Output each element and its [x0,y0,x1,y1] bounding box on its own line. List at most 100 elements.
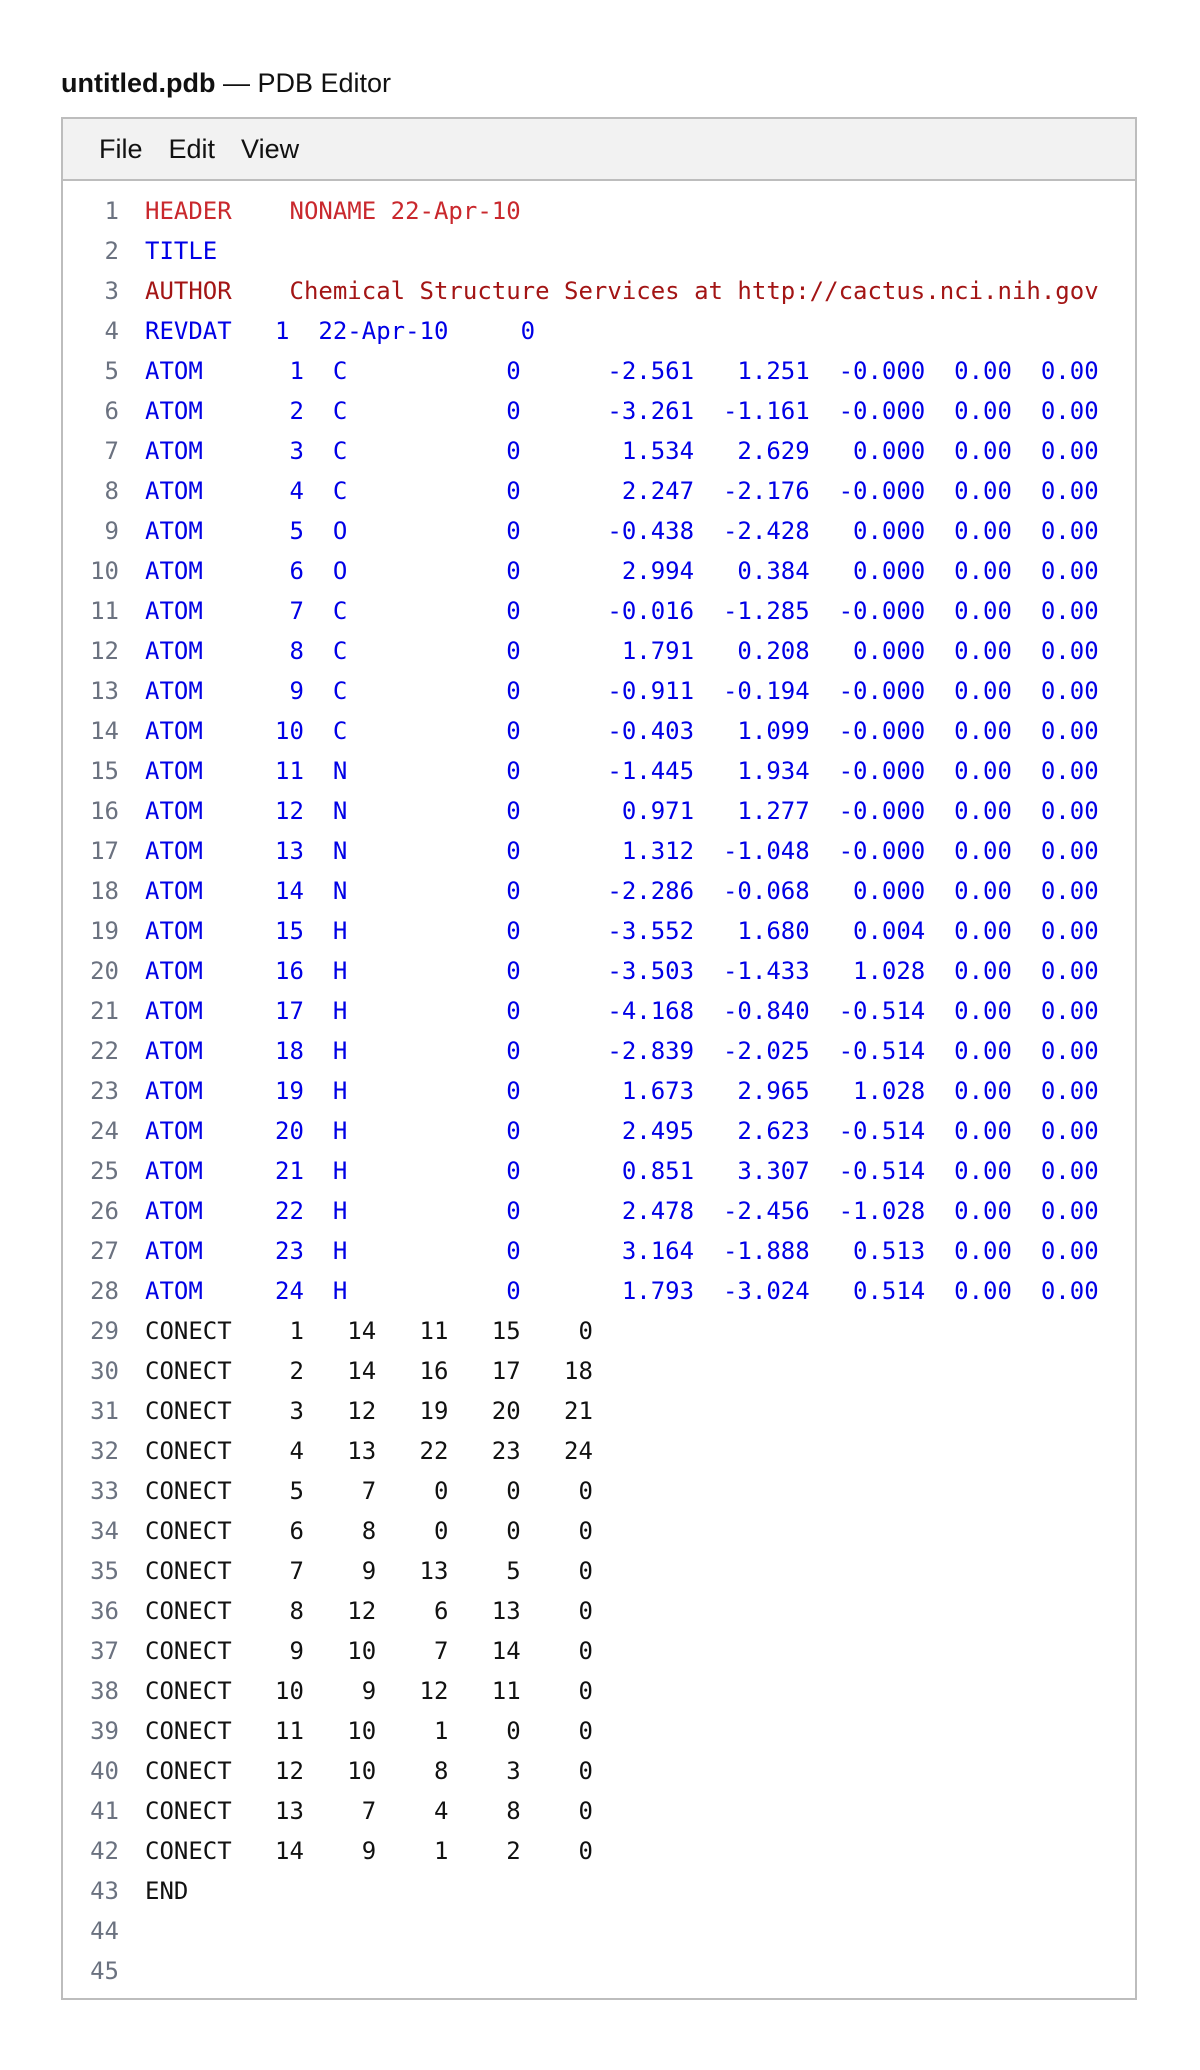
line-text[interactable]: ATOM 7 C 0 -0.016 -1.285 -0.000 0.00 0.0… [145,597,1099,625]
editor-line[interactable]: 28 ATOM 24 H 0 1.793 -3.024 0.514 0.00 0.… [63,1271,1135,1311]
line-text[interactable]: CONECT 13 7 4 8 0 [145,1797,593,1825]
line-number: 42 [90,1837,119,1865]
menu-view[interactable]: View [241,133,300,164]
line-text[interactable]: REVDAT 1 22-Apr-10 0 [145,317,536,345]
line-text[interactable]: ATOM 16 H 0 -3.503 -1.433 1.028 0.00 0.0… [145,957,1099,985]
line-text[interactable]: ATOM 6 O 0 2.994 0.384 0.000 0.00 0.00 [145,557,1099,585]
editor-line[interactable]: 15 ATOM 11 N 0 -1.445 1.934 -0.000 0.00 0… [63,751,1135,791]
editor-line[interactable]: 30 CONECT 2 14 16 17 18 [63,1351,1135,1391]
editor-line[interactable]: 36 CONECT 8 12 6 13 0 [63,1591,1135,1631]
line-text[interactable]: CONECT 12 10 8 3 0 [145,1757,593,1785]
line-number: 22 [90,1037,119,1065]
editor-line[interactable]: 32 CONECT 4 13 22 23 24 [63,1431,1135,1471]
line-text[interactable]: ATOM 11 N 0 -1.445 1.934 -0.000 0.00 0.0… [145,757,1099,785]
editor-line[interactable]: 19 ATOM 15 H 0 -3.552 1.680 0.004 0.00 0.… [63,911,1135,951]
line-text[interactable]: CONECT 5 7 0 0 0 [145,1477,593,1505]
line-text[interactable]: ATOM 22 H 0 2.478 -2.456 -1.028 0.00 0.0… [145,1197,1099,1225]
editor-line[interactable]: 23 ATOM 19 H 0 1.673 2.965 1.028 0.00 0.0… [63,1071,1135,1111]
menu-bar: File Edit View [63,119,1135,181]
line-text[interactable]: ATOM 15 H 0 -3.552 1.680 0.004 0.00 0.00 [145,917,1099,945]
line-text[interactable]: ATOM 8 C 0 1.791 0.208 0.000 0.00 0.00 [145,637,1099,665]
line-text[interactable]: TITLE [145,237,218,265]
editor-line[interactable]: 25 ATOM 21 H 0 0.851 3.307 -0.514 0.00 0.… [63,1151,1135,1191]
editor-line[interactable]: 34 CONECT 6 8 0 0 0 [63,1511,1135,1551]
line-text[interactable]: ATOM 1 C 0 -2.561 1.251 -0.000 0.00 0.00 [145,357,1099,385]
editor-line[interactable]: 37 CONECT 9 10 7 14 0 [63,1631,1135,1671]
editor-line[interactable]: 5 ATOM 1 C 0 -2.561 1.251 -0.000 0.00 0.0… [63,351,1135,391]
editor-line[interactable]: 26 ATOM 22 H 0 2.478 -2.456 -1.028 0.00 0… [63,1191,1135,1231]
line-text[interactable]: CONECT 4 13 22 23 24 [145,1437,593,1465]
editor-line[interactable]: 12 ATOM 8 C 0 1.791 0.208 0.000 0.00 0.00 [63,631,1135,671]
editor-line[interactable]: 6 ATOM 2 C 0 -3.261 -1.161 -0.000 0.00 0.… [63,391,1135,431]
editor-line[interactable]: 14 ATOM 10 C 0 -0.403 1.099 -0.000 0.00 0… [63,711,1135,751]
editor-line[interactable]: 3 AUTHOR Chemical Structure Services at h… [63,271,1135,311]
editor-line[interactable]: 11 ATOM 7 C 0 -0.016 -1.285 -0.000 0.00 0… [63,591,1135,631]
editor-line[interactable]: 39 CONECT 11 10 1 0 0 [63,1711,1135,1751]
line-text[interactable]: ATOM 19 H 0 1.673 2.965 1.028 0.00 0.00 [145,1077,1099,1105]
line-text[interactable]: CONECT 10 9 12 11 0 [145,1677,593,1705]
code-editor[interactable]: 1 HEADER NONAME 22-Apr-10 2 TITLE 3 AUTHOR Ch… [63,191,1135,1991]
line-text[interactable]: CONECT 1 14 11 15 0 [145,1317,593,1345]
line-text[interactable]: CONECT 8 12 6 13 0 [145,1597,593,1625]
editor-line[interactable]: 2 TITLE [63,231,1135,271]
editor-line[interactable]: 40 CONECT 12 10 8 3 0 [63,1751,1135,1791]
line-text[interactable]: ATOM 3 C 0 1.534 2.629 0.000 0.00 0.00 [145,437,1099,465]
editor-line[interactable]: 22 ATOM 18 H 0 -2.839 -2.025 -0.514 0.00 … [63,1031,1135,1071]
line-text[interactable]: CONECT 3 12 19 20 21 [145,1397,593,1425]
line-text[interactable]: END [145,1877,189,1905]
line-text[interactable]: CONECT 11 10 1 0 0 [145,1717,593,1745]
line-text[interactable]: ATOM 13 N 0 1.312 -1.048 -0.000 0.00 0.0… [145,837,1099,865]
editor-line[interactable]: 45 [63,1951,1135,1991]
editor-line[interactable]: 18 ATOM 14 N 0 -2.286 -0.068 0.000 0.00 0… [63,871,1135,911]
line-text[interactable]: CONECT 2 14 16 17 18 [145,1357,593,1385]
editor-line[interactable]: 41 CONECT 13 7 4 8 0 [63,1791,1135,1831]
editor-line[interactable]: 20 ATOM 16 H 0 -3.503 -1.433 1.028 0.00 0… [63,951,1135,991]
line-number: 15 [90,757,119,785]
editor-line[interactable]: 27 ATOM 23 H 0 3.164 -1.888 0.513 0.00 0.… [63,1231,1135,1271]
line-number: 39 [90,1717,119,1745]
editor-line[interactable]: 24 ATOM 20 H 0 2.495 2.623 -0.514 0.00 0.… [63,1111,1135,1151]
menu-edit[interactable]: Edit [168,133,216,164]
line-number: 43 [90,1877,119,1905]
editor-line[interactable]: 44 [63,1911,1135,1951]
editor-line[interactable]: 35 CONECT 7 9 13 5 0 [63,1551,1135,1591]
editor-line[interactable]: 33 CONECT 5 7 0 0 0 [63,1471,1135,1511]
editor-line[interactable]: 4 REVDAT 1 22-Apr-10 0 [63,311,1135,351]
line-number: 16 [90,797,119,825]
line-text[interactable]: ATOM 18 H 0 -2.839 -2.025 -0.514 0.00 0.… [145,1037,1099,1065]
editor-line[interactable]: 16 ATOM 12 N 0 0.971 1.277 -0.000 0.00 0.… [63,791,1135,831]
line-text[interactable]: ATOM 4 C 0 2.247 -2.176 -0.000 0.00 0.00 [145,477,1099,505]
line-text[interactable]: ATOM 24 H 0 1.793 -3.024 0.514 0.00 0.00 [145,1277,1099,1305]
editor-line[interactable]: 13 ATOM 9 C 0 -0.911 -0.194 -0.000 0.00 0… [63,671,1135,711]
editor-line[interactable]: 8 ATOM 4 C 0 2.247 -2.176 -0.000 0.00 0.0… [63,471,1135,511]
line-text[interactable]: ATOM 9 C 0 -0.911 -0.194 -0.000 0.00 0.0… [145,677,1099,705]
line-text[interactable]: ATOM 21 H 0 0.851 3.307 -0.514 0.00 0.00 [145,1157,1099,1185]
line-text[interactable]: ATOM 20 H 0 2.495 2.623 -0.514 0.00 0.00 [145,1117,1099,1145]
line-text[interactable]: ATOM 14 N 0 -2.286 -0.068 0.000 0.00 0.0… [145,877,1099,905]
line-number: 34 [90,1517,119,1545]
editor-line[interactable]: 10 ATOM 6 O 0 2.994 0.384 0.000 0.00 0.00 [63,551,1135,591]
editor-line[interactable]: 43 END [63,1871,1135,1911]
line-text[interactable]: ATOM 12 N 0 0.971 1.277 -0.000 0.00 0.00 [145,797,1099,825]
editor-line[interactable]: 9 ATOM 5 O 0 -0.438 -2.428 0.000 0.00 0.0… [63,511,1135,551]
line-text[interactable]: ATOM 5 O 0 -0.438 -2.428 0.000 0.00 0.00 [145,517,1099,545]
line-text[interactable]: ATOM 2 C 0 -3.261 -1.161 -0.000 0.00 0.0… [145,397,1099,425]
line-text[interactable]: CONECT 9 10 7 14 0 [145,1637,593,1665]
line-text[interactable]: HEADER NONAME 22-Apr-10 [145,197,521,225]
editor-line[interactable]: 38 CONECT 10 9 12 11 0 [63,1671,1135,1711]
line-text[interactable]: CONECT 14 9 1 2 0 [145,1837,593,1865]
editor-line[interactable]: 17 ATOM 13 N 0 1.312 -1.048 -0.000 0.00 0… [63,831,1135,871]
editor-line[interactable]: 29 CONECT 1 14 11 15 0 [63,1311,1135,1351]
line-text[interactable]: ATOM 10 C 0 -0.403 1.099 -0.000 0.00 0.0… [145,717,1099,745]
line-text[interactable]: CONECT 7 9 13 5 0 [145,1557,593,1585]
menu-file[interactable]: File [99,133,143,164]
editor-line[interactable]: 7 ATOM 3 C 0 1.534 2.629 0.000 0.00 0.00 [63,431,1135,471]
line-text[interactable]: CONECT 6 8 0 0 0 [145,1517,593,1545]
line-text[interactable]: AUTHOR Chemical Structure Services at ht… [145,277,1099,305]
editor-line[interactable]: 42 CONECT 14 9 1 2 0 [63,1831,1135,1871]
editor-line[interactable]: 21 ATOM 17 H 0 -4.168 -0.840 -0.514 0.00 … [63,991,1135,1031]
editor-line[interactable]: 1 HEADER NONAME 22-Apr-10 [63,191,1135,231]
line-text[interactable]: ATOM 17 H 0 -4.168 -0.840 -0.514 0.00 0.… [145,997,1099,1025]
line-text[interactable]: ATOM 23 H 0 3.164 -1.888 0.513 0.00 0.00 [145,1237,1099,1265]
editor-line[interactable]: 31 CONECT 3 12 19 20 21 [63,1391,1135,1431]
